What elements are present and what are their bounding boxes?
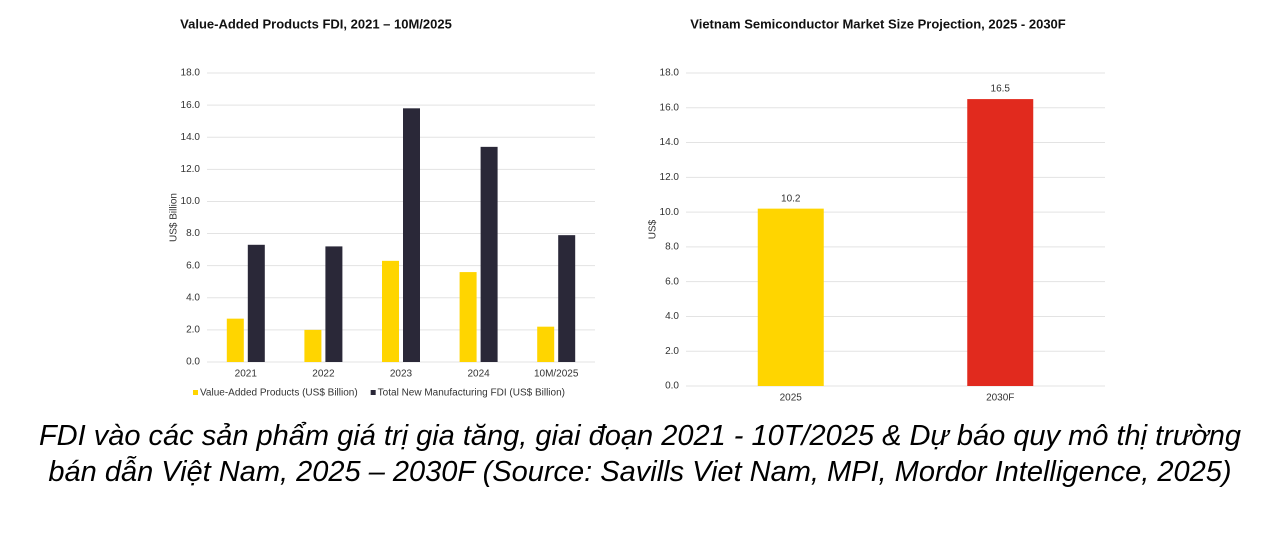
y-tick-label: 12.0	[181, 164, 201, 175]
legend-swatch	[193, 390, 198, 395]
x-tick-label: 2024	[467, 369, 490, 380]
y-tick-label: 8.0	[665, 242, 679, 253]
chart-title: Vietnam Semiconductor Market Size Projec…	[690, 16, 1066, 31]
legend-label: Value-Added Products (US$ Billion)	[200, 388, 358, 399]
legend-swatch	[370, 390, 376, 395]
bar	[382, 260, 399, 362]
y-tick-label: 16.0	[181, 100, 201, 111]
x-tick-label: 2030F	[986, 393, 1014, 404]
data-label: 10.2	[781, 193, 801, 204]
y-tick-label: 2.0	[665, 346, 679, 357]
bar	[325, 246, 343, 362]
bar	[480, 146, 498, 362]
x-tick-label: 2021	[235, 369, 258, 380]
y-axis-label: US$	[648, 219, 659, 239]
y-tick-label: 14.0	[660, 137, 680, 148]
charts: Value-Added Products FDI, 2021 – 10M/202…	[169, 16, 1105, 404]
x-tick-label: 2023	[390, 369, 413, 380]
y-tick-label: 16.0	[660, 102, 680, 113]
y-tick-label: 18.0	[181, 68, 201, 79]
y-tick-label: 0.0	[186, 357, 200, 368]
y-tick-label: 8.0	[186, 228, 200, 239]
caption: FDI vào các sản phẩm giá trị gia tăng, g…	[38, 420, 1242, 488]
y-tick-label: 10.0	[660, 207, 680, 218]
chart-title: Value-Added Products FDI, 2021 – 10M/202…	[180, 16, 452, 31]
bar	[757, 208, 824, 386]
data-label: 16.5	[991, 84, 1011, 95]
bar	[304, 329, 322, 362]
y-tick-label: 10.0	[181, 196, 201, 207]
bar	[403, 108, 420, 362]
bar	[226, 318, 244, 362]
y-tick-label: 4.0	[186, 292, 200, 303]
y-tick-label: 18.0	[660, 68, 680, 79]
bar	[537, 326, 555, 362]
y-tick-label: 6.0	[665, 276, 679, 287]
x-tick-label: 2025	[780, 393, 803, 404]
y-tick-label: 12.0	[660, 172, 680, 183]
y-tick-label: 2.0	[186, 325, 200, 336]
x-tick-label: 2022	[312, 369, 335, 380]
legend-label: Total New Manufacturing FDI (US$ Billion…	[378, 388, 565, 399]
x-tick-label: 10M/2025	[534, 369, 579, 380]
y-tick-label: 0.0	[665, 381, 679, 392]
y-tick-label: 6.0	[186, 260, 200, 271]
bar	[558, 235, 576, 362]
y-axis-label: US$ Billion	[169, 193, 180, 242]
bar	[459, 272, 477, 362]
y-tick-label: 14.0	[181, 132, 201, 143]
bar	[247, 244, 265, 362]
y-tick-label: 4.0	[665, 311, 679, 322]
bar	[967, 99, 1034, 386]
